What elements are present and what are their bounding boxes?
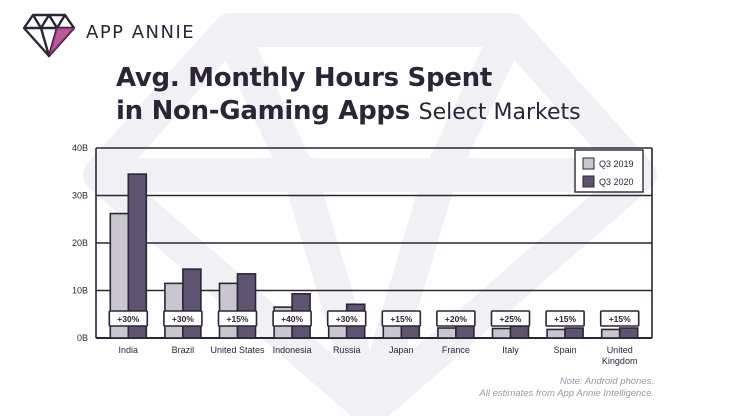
x-tick-label: Russia bbox=[333, 345, 361, 355]
growth-badge-label: +25% bbox=[500, 314, 522, 324]
x-tick-label: Italy bbox=[502, 345, 519, 355]
x-tick-label: United States bbox=[210, 345, 265, 355]
growth-badge-label: +30% bbox=[336, 314, 358, 324]
x-tick-label: Kingdom bbox=[602, 356, 638, 366]
bar bbox=[127, 173, 148, 339]
growth-annotations: +30% +30% +15% +40% +30% +15% +20% +25% +15% +15% bbox=[108, 310, 640, 327]
x-tick-label: Japan bbox=[389, 345, 414, 355]
x-tick-label: Indonesia bbox=[273, 345, 312, 355]
growth-badge-label: +15% bbox=[390, 314, 412, 324]
footnote: Note: Android phones. All estimates from… bbox=[479, 376, 654, 400]
bar bbox=[491, 327, 512, 339]
growth-badge-label: +15% bbox=[609, 314, 631, 324]
bar bbox=[455, 324, 475, 339]
x-tick-label: India bbox=[119, 345, 139, 355]
growth-badge bbox=[381, 310, 422, 327]
growth-badge bbox=[490, 310, 531, 327]
growth-badge bbox=[436, 310, 476, 327]
legend-label: Q3 2020 bbox=[599, 177, 634, 187]
growth-badge bbox=[326, 310, 367, 327]
bar bbox=[182, 268, 202, 339]
y-tick-label: 0B bbox=[77, 333, 88, 343]
bar bbox=[618, 327, 639, 339]
chart-title-line-2: in Non-Gaming Apps Select Markets bbox=[116, 95, 581, 129]
y-tick-label: 40B bbox=[72, 143, 88, 153]
axis-labels: 0B 10B 20B 30B 40B India Brazil United States In… bbox=[72, 143, 637, 366]
bar bbox=[546, 328, 566, 339]
growth-badge bbox=[272, 310, 312, 327]
bar bbox=[236, 273, 257, 339]
growth-badge-label: +15% bbox=[227, 314, 249, 324]
legend: Q3 2019 Q3 2020 bbox=[574, 149, 644, 193]
growth-badge bbox=[163, 310, 203, 327]
bar bbox=[564, 327, 584, 339]
chart-title-line-2-main: in Non-Gaming Apps bbox=[116, 96, 410, 126]
footnote-line-1: Note: Android phones. bbox=[559, 376, 654, 387]
growth-badge-label: +15% bbox=[554, 314, 576, 324]
footnote-line-2: All estimates from App Annie Intelligenc… bbox=[479, 388, 654, 399]
chart-subtitle: Select Markets bbox=[418, 100, 581, 125]
x-tick-label: Brazil bbox=[172, 345, 195, 355]
x-tick-label: United bbox=[607, 345, 633, 355]
chart-title-line-1: Avg. Monthly Hours Spent bbox=[116, 63, 492, 93]
growth-badge bbox=[599, 310, 640, 327]
bar bbox=[437, 327, 457, 339]
growth-badge-label: +20% bbox=[445, 314, 467, 324]
diamond-logo-icon bbox=[22, 13, 76, 58]
growth-badge-label: +30% bbox=[117, 314, 139, 324]
legend-swatch bbox=[582, 175, 595, 188]
brand-name: APP ANNIE bbox=[86, 22, 196, 43]
bar bbox=[509, 325, 530, 339]
y-tick-label: 10B bbox=[72, 286, 88, 296]
growth-badge bbox=[545, 310, 585, 327]
growth-badge-label: +40% bbox=[281, 314, 303, 324]
y-tick-label: 20B bbox=[72, 238, 88, 248]
y-tick-label: 30B bbox=[72, 191, 88, 201]
growth-badge-label: +30% bbox=[172, 314, 194, 324]
x-tick-label: France bbox=[442, 345, 470, 355]
bar bbox=[600, 328, 621, 339]
chart-title: Avg. Monthly Hours Spent in Non-Gaming A… bbox=[116, 62, 581, 129]
growth-badge bbox=[217, 310, 258, 327]
x-tick-label: Spain bbox=[554, 345, 577, 355]
legend-label: Q3 2019 bbox=[599, 159, 634, 169]
growth-badge bbox=[108, 310, 149, 327]
legend-swatch bbox=[582, 157, 595, 170]
